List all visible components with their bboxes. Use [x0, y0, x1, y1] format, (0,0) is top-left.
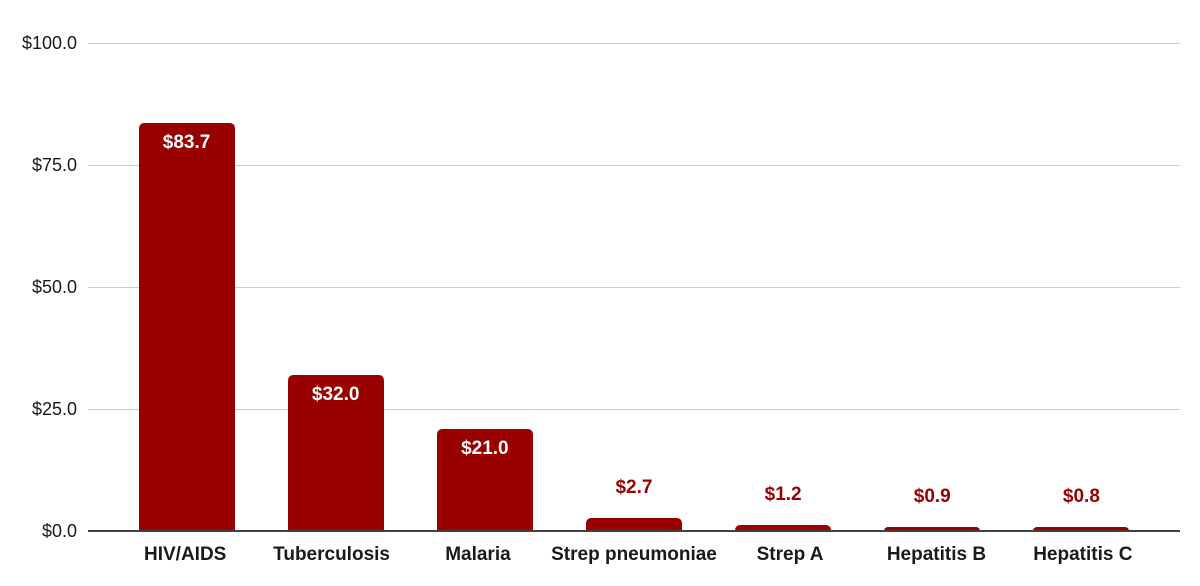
x-axis-line — [88, 530, 1180, 532]
bar-column-strep-pneumoniae: $2.7 — [559, 43, 708, 531]
x-axis-label-tuberculosis: Tuberculosis — [273, 544, 390, 565]
bar-column-hepatitis-b: $0.9 — [858, 43, 1007, 531]
bar-malaria: $21.0 — [436, 428, 533, 531]
bar-value-label: $2.7 — [615, 476, 653, 498]
bar-column-hiv-aids: $83.7 — [112, 43, 261, 531]
gridline-75 — [88, 164, 1180, 166]
bar-column-hepatitis-c: $0.8 — [1007, 43, 1156, 531]
y-axis-tick-label: $25.0 — [31, 399, 77, 419]
x-axis-label-strep-a: Strep A — [756, 544, 824, 565]
bar-value-label: $0.9 — [913, 485, 951, 507]
bar-column-tuberculosis: $32.0 — [261, 43, 410, 531]
x-axis-label-hiv-aids: HIV/AIDS — [144, 544, 227, 565]
bars-layer: $83.7 $32.0 $21.0 $2.7 $1.2 $0.9 $0.8 — [88, 43, 1180, 531]
x-axis-label-malaria: Malaria — [445, 544, 511, 565]
bar-value-label: $21.0 — [461, 437, 509, 459]
plot-area: $83.7 $32.0 $21.0 $2.7 $1.2 $0.9 $0.8 — [88, 42, 1180, 532]
x-axis-label-strep-pneumoniae: Strep pneumoniae — [551, 544, 717, 565]
bar-value-label: $1.2 — [764, 484, 802, 506]
bar-tuberculosis: $32.0 — [287, 374, 384, 531]
bar-column-strep-a: $1.2 — [709, 43, 858, 531]
gridline-50 — [88, 286, 1180, 288]
bar-hepatitis-b — [884, 526, 981, 531]
bar-strep-a — [735, 525, 832, 531]
bar-column-malaria: $21.0 — [410, 43, 559, 531]
y-axis-tick-label: $100.0 — [21, 33, 77, 53]
y-axis-tick-label: $75.0 — [31, 155, 77, 175]
bar-strep-pneumoniae — [585, 517, 682, 531]
x-axis-labels: HIV/AIDS Tuberculosis Malaria Strep pneumon… — [88, 543, 1180, 569]
bar-hepatitis-c — [1033, 527, 1130, 531]
bar-value-label: $83.7 — [162, 131, 211, 153]
bar-value-label: $0.8 — [1062, 486, 1100, 508]
x-axis-label-hepatitis-b: Hepatitis B — [886, 544, 987, 565]
bar-hiv-aids: $83.7 — [138, 122, 235, 531]
y-axis-tick-label: $0.0 — [41, 521, 77, 541]
gridline-100 — [88, 42, 1180, 44]
x-axis-label-hepatitis-c: Hepatitis C — [1033, 544, 1133, 565]
y-axis-tick-label: $50.0 — [31, 277, 77, 297]
gridline-25 — [88, 408, 1180, 410]
bar-value-label: $32.0 — [311, 383, 360, 405]
